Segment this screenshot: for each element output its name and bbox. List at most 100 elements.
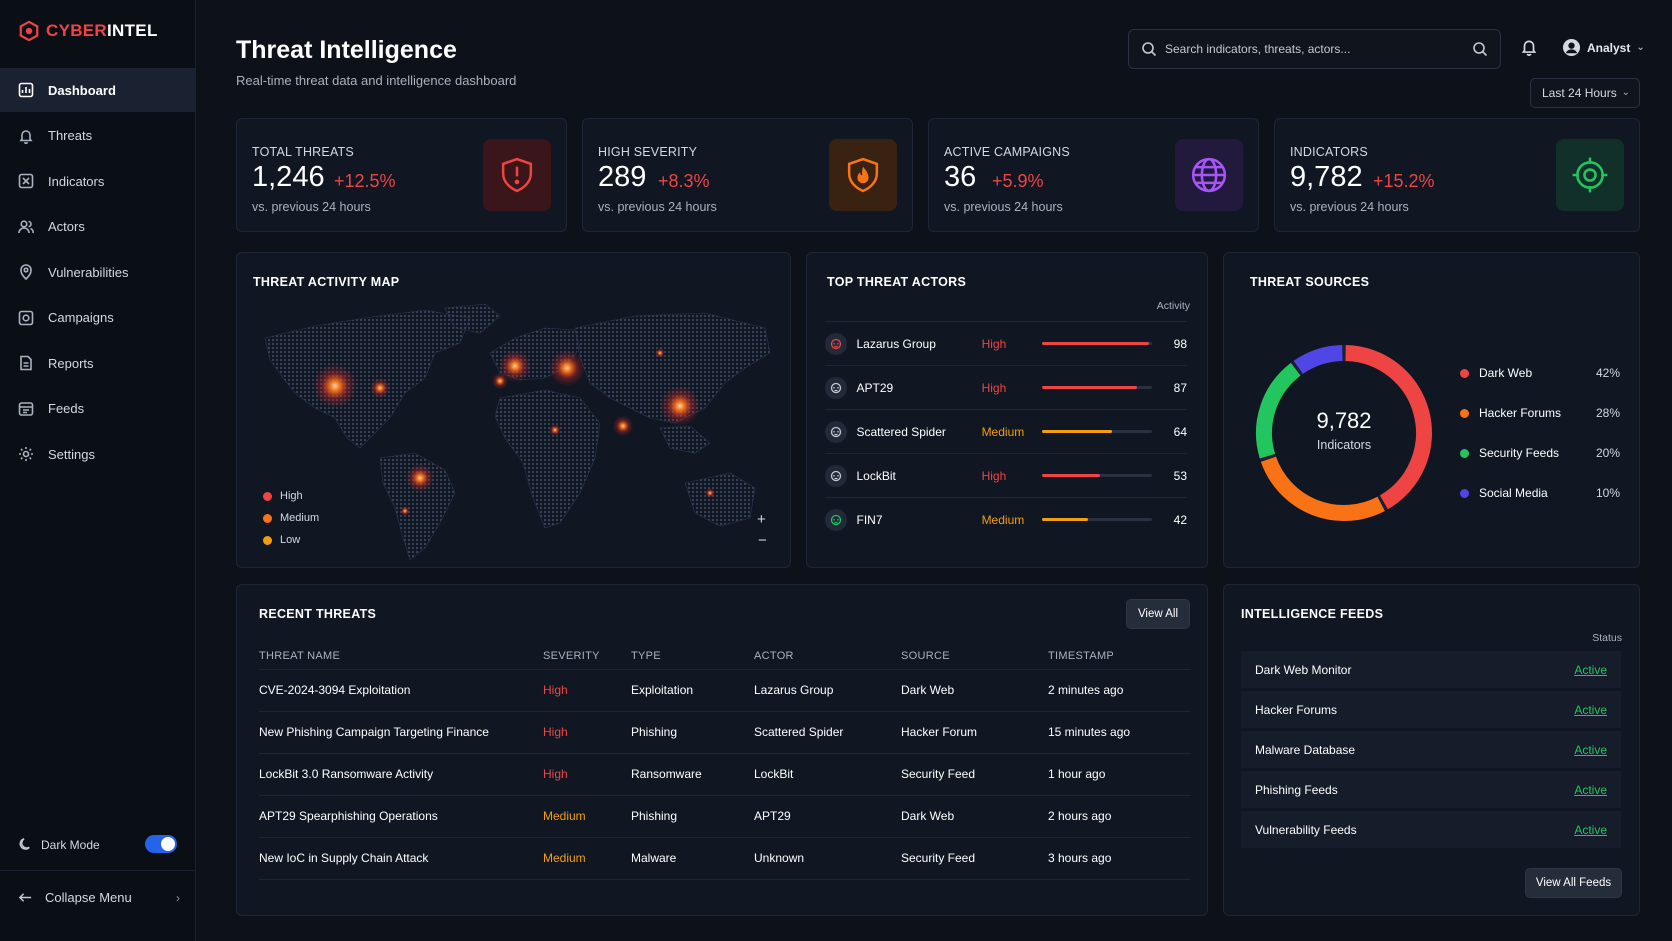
source-label: Security Feeds	[1479, 446, 1560, 460]
sidebar-item-threats[interactable]: Threats	[0, 114, 196, 158]
search-submit-icon[interactable]	[1472, 41, 1488, 57]
zoom-in-button[interactable]: +	[757, 511, 766, 528]
actor-name: Lazarus Group	[856, 336, 936, 351]
activity-bar	[1042, 386, 1152, 389]
severity-cell: High	[543, 669, 631, 712]
sidebar-item-reports[interactable]: Reports	[0, 341, 196, 385]
type-cell: Exploitation	[631, 669, 754, 712]
time-range-select[interactable]: Last 24 Hours ⌄	[1530, 78, 1640, 108]
search-input[interactable]: Search indicators, threats, actors...	[1128, 29, 1501, 69]
brand[interactable]: CYBERINTEL	[18, 20, 158, 42]
collapse-menu-button[interactable]: Collapse Menu ›	[18, 890, 180, 905]
stat-value: 289	[598, 161, 647, 193]
bear-icon	[825, 376, 847, 399]
timestamp-cell: 2 hours ago	[1048, 795, 1191, 838]
column-header[interactable]: SEVERITY	[543, 643, 631, 670]
donut-slice-dark-web[interactable]	[1345, 345, 1432, 510]
threat-name-cell[interactable]: CVE-2024-3094 Exploitation	[259, 669, 543, 712]
sidebar-item-campaigns[interactable]: Campaigns	[0, 296, 196, 340]
dark-mode-toggle[interactable]	[145, 835, 177, 853]
sidebar-item-indicators[interactable]: Indicators	[0, 159, 196, 203]
timestamp-cell: 15 minutes ago	[1048, 711, 1191, 754]
feed-status-link[interactable]: Active	[1574, 662, 1607, 677]
table-row[interactable]: LockBit 3.0 Ransomware Activity High Ranso…	[259, 753, 1191, 796]
moon-icon	[19, 838, 30, 850]
actor-row[interactable]: Scattered Spider Medium 64	[825, 409, 1187, 453]
stat-value: 9,782	[1290, 161, 1363, 193]
actor-row[interactable]: Lazarus Group High 98	[825, 321, 1187, 365]
feed-status-link[interactable]: Active	[1574, 742, 1607, 757]
sidebar-item-label: Indicators	[48, 173, 105, 189]
threat-name-cell[interactable]: LockBit 3.0 Ransomware Activity	[259, 753, 543, 796]
stat-icon-box	[483, 139, 551, 211]
column-header[interactable]: ACTOR	[754, 643, 901, 670]
view-all-threats-button[interactable]: View All	[1126, 599, 1190, 629]
feed-status-link[interactable]: Active	[1574, 702, 1607, 717]
feed-row[interactable]: Dark Web Monitor Active	[1241, 651, 1621, 689]
donut-slice-social-media[interactable]	[1293, 345, 1343, 375]
column-header[interactable]: THREAT NAME	[259, 643, 543, 670]
top-threat-actors-card: TOP THREAT ACTORS Activity Lazarus Group…	[806, 252, 1208, 568]
feed-row[interactable]: Malware Database Active	[1241, 731, 1621, 769]
stat-change: +12.5%	[334, 171, 396, 191]
actor-cell: LockBit	[754, 753, 901, 796]
feed-status-link[interactable]: Active	[1574, 822, 1607, 837]
threat-name-cell[interactable]: New IoC in Supply Chain Attack	[259, 837, 543, 880]
severity-cell: Medium	[543, 837, 631, 880]
world-map[interactable]	[255, 298, 775, 560]
view-all-feeds-button[interactable]: View All Feeds	[1525, 868, 1622, 898]
actor-severity: High	[981, 380, 1007, 395]
actor-cell: Lazarus Group	[754, 669, 901, 712]
table-row[interactable]: APT29 Spearphishing Operations Medium Phis…	[259, 795, 1191, 838]
actor-severity: Medium	[981, 424, 1025, 439]
actor-row[interactable]: FIN7 Medium 42	[825, 497, 1187, 541]
sidebar-item-settings[interactable]: Settings	[0, 432, 196, 476]
dollar-icon	[825, 508, 847, 531]
source-percent: 10%	[1595, 486, 1620, 500]
feed-row[interactable]: Vulnerability Feeds Active	[1241, 811, 1621, 849]
stat-value: 36	[944, 161, 977, 193]
sidebar-item-vulnerabilities[interactable]: Vulnerabilities	[0, 250, 196, 294]
stat-label: TOTAL THREATS	[252, 145, 354, 159]
actor-row[interactable]: LockBit High 53	[825, 453, 1187, 497]
sidebar-item-dashboard[interactable]: Dashboard	[0, 68, 196, 112]
actor-activity-value: 87	[1173, 380, 1188, 395]
threat-name-cell[interactable]: APT29 Spearphishing Operations	[259, 795, 543, 838]
stat-card-indicators[interactable]: INDICATORS 9,782 +15.2% vs. previous 24 …	[1274, 118, 1640, 232]
table-row[interactable]: New Phishing Campaign Targeting Finance H…	[259, 711, 1191, 754]
user-menu[interactable]: Analyst ⌄	[1562, 38, 1645, 57]
table-row[interactable]: New IoC in Supply Chain Attack Medium Malw…	[259, 837, 1191, 880]
users-icon	[18, 219, 34, 233]
column-header[interactable]: TIMESTAMP	[1048, 643, 1191, 670]
status-column-header: Status	[1592, 632, 1622, 644]
feed-status-link[interactable]: Active	[1574, 782, 1607, 797]
time-range-value: Last 24 Hours	[1542, 86, 1617, 100]
campaign-icon	[18, 310, 34, 325]
donut-slice-security-feeds[interactable]	[1256, 362, 1301, 459]
column-header[interactable]: TYPE	[631, 643, 754, 670]
threat-name-cell[interactable]: New Phishing Campaign Targeting Finance	[259, 711, 543, 754]
stat-card-high-severity[interactable]: HIGH SEVERITY 289 +8.3% vs. previous 24 …	[582, 118, 913, 232]
sidebar-item-label: Reports	[48, 355, 94, 371]
sidebar-item-label: Feeds	[48, 401, 85, 416]
source-cell: Security Feed	[901, 753, 1048, 796]
feed-row[interactable]: Hacker Forums Active	[1241, 691, 1621, 729]
notification-bell-icon[interactable]	[1520, 38, 1538, 56]
stat-card-total-threats[interactable]: TOTAL THREATS 1,246 +12.5% vs. previous …	[236, 118, 567, 232]
table-row[interactable]: CVE-2024-3094 Exploitation High Exploitati…	[259, 669, 1191, 712]
sidebar-item-feeds[interactable]: Feeds	[0, 387, 196, 431]
legend-dot	[1460, 488, 1469, 498]
zoom-out-button[interactable]: −	[758, 532, 767, 549]
sidebar-item-actors[interactable]: Actors	[0, 205, 196, 249]
source-cell: Hacker Forum	[901, 711, 1048, 754]
actor-row[interactable]: APT29 High 87	[825, 365, 1187, 409]
stat-label: INDICATORS	[1290, 145, 1368, 159]
feed-name: Dark Web Monitor	[1255, 662, 1352, 677]
feed-row[interactable]: Phishing Feeds Active	[1241, 771, 1621, 809]
column-header[interactable]: SOURCE	[901, 643, 1048, 670]
activity-column-header: Activity	[1156, 300, 1190, 312]
actor-activity-value: 53	[1173, 468, 1188, 483]
stat-card-active-campaigns[interactable]: ACTIVE CAMPAIGNS 36 +5.9% vs. previous 2…	[928, 118, 1259, 232]
threat-sources-donut-chart[interactable]	[1244, 333, 1444, 533]
donut-slice-hacker-forums[interactable]	[1260, 456, 1385, 521]
